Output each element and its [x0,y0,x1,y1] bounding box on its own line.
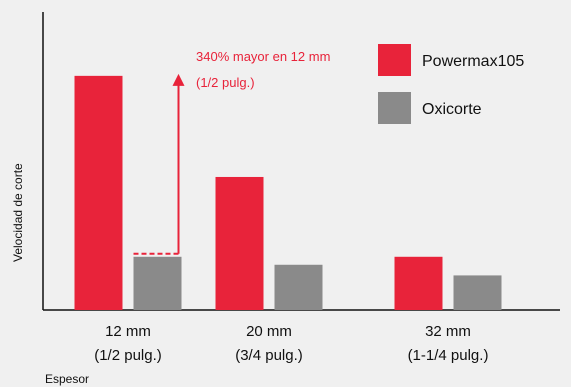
annotation-line-2: (1/2 pulg.) [196,75,255,90]
bar-powermax-2 [394,256,443,310]
bar-oxicorte-2 [453,275,502,310]
bars-group [74,75,502,310]
x-tick-label-1-1: (3/4 pulg.) [235,347,303,364]
bar-powermax-0 [74,75,123,310]
x-tick-label-2-0: 32 mm [425,323,471,340]
legend-label-1: Oxicorte [422,101,482,118]
x-axis-label: Espesor [45,372,89,386]
x-tick-label-0-0: 12 mm [105,323,151,340]
bar-powermax-1 [215,176,264,310]
annotation: 340% mayor en 12 mm (1/2 pulg.) [133,49,330,255]
annotation-line-1: 340% mayor en 12 mm [196,49,330,64]
bar-oxicorte-1 [274,264,323,310]
x-tick-label-0-1: (1/2 pulg.) [94,347,162,364]
x-tick-label-2-1: (1-1/4 pulg.) [408,347,489,364]
legend-swatch-1 [378,92,411,124]
legend-label-0: Powermax105 [422,53,524,70]
legend: Powermax105 Oxicorte [378,44,524,124]
x-tick-label-1-0: 20 mm [246,323,292,340]
legend-swatch-0 [378,44,411,76]
annotation-arrow-head [172,73,185,86]
y-axis-label: Velocidad de corte [11,163,25,262]
bar-oxicorte-0 [133,256,182,310]
x-tick-labels: 12 mm (1/2 pulg.) 20 mm (3/4 pulg.) 32 mm (1-… [94,323,488,364]
